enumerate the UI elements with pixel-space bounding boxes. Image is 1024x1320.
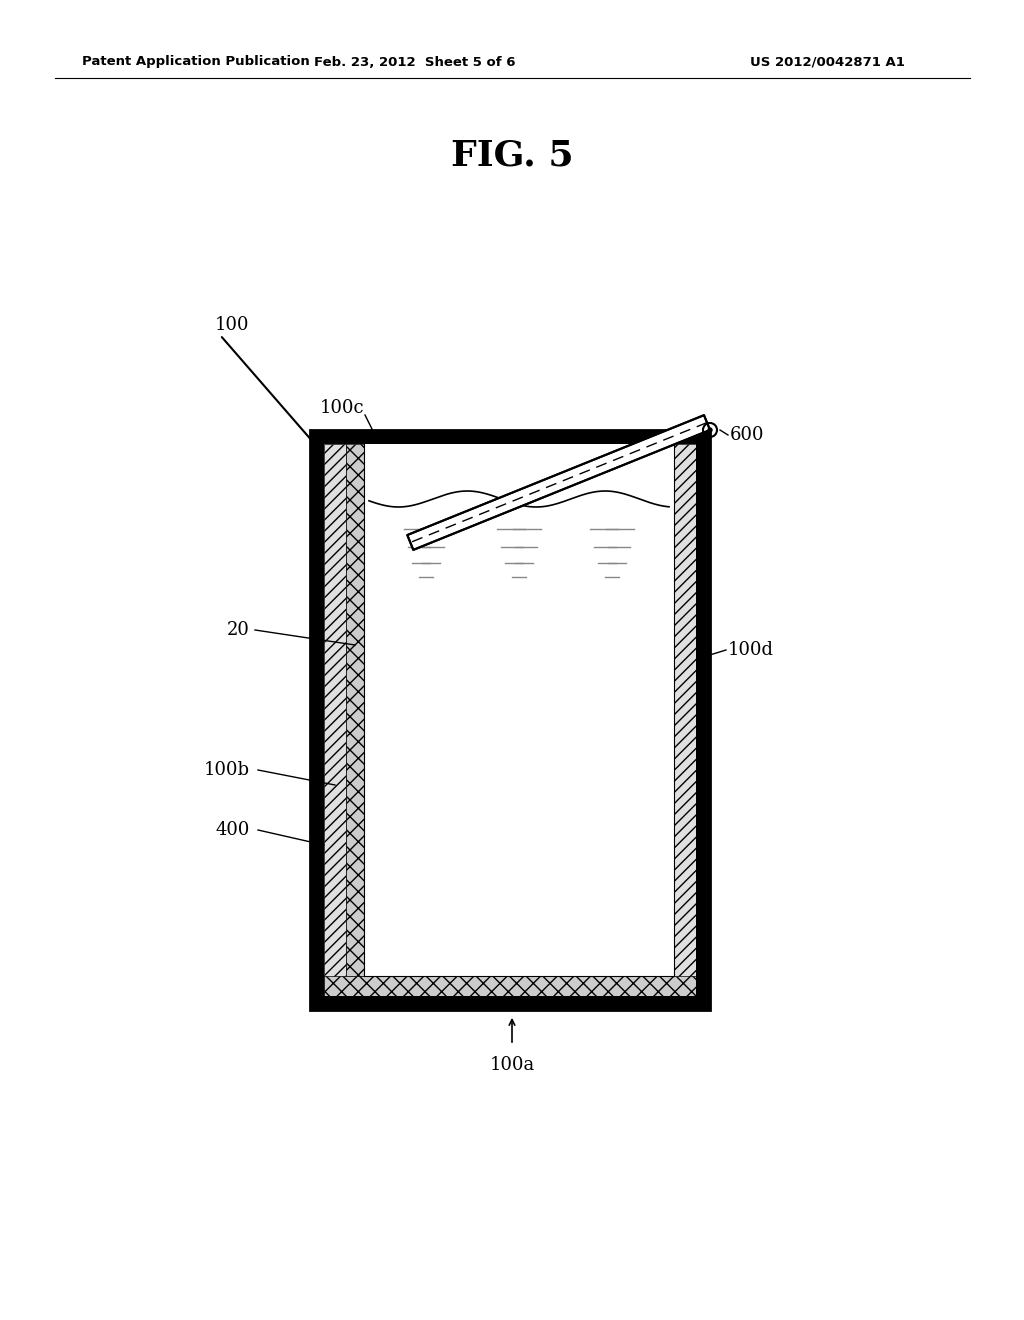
Polygon shape: [408, 416, 710, 550]
Text: 100c: 100c: [319, 399, 365, 417]
Text: 100: 100: [215, 315, 250, 334]
Bar: [364, 444, 674, 975]
Text: Patent Application Publication: Patent Application Publication: [82, 55, 309, 69]
Text: FIG. 5: FIG. 5: [451, 139, 573, 172]
Bar: [310, 430, 710, 1010]
Text: 100b: 100b: [204, 762, 250, 779]
Text: 100a: 100a: [489, 1056, 535, 1074]
Text: Feb. 23, 2012  Sheet 5 of 6: Feb. 23, 2012 Sheet 5 of 6: [314, 55, 516, 69]
Bar: [324, 975, 696, 997]
Bar: [310, 430, 710, 444]
Text: 20: 20: [227, 620, 250, 639]
Circle shape: [708, 428, 712, 432]
Text: 100d: 100d: [728, 642, 774, 659]
Bar: [674, 444, 696, 997]
Text: US 2012/0042871 A1: US 2012/0042871 A1: [750, 55, 905, 69]
Bar: [310, 997, 710, 1010]
Text: 600: 600: [730, 426, 765, 444]
Text: 400: 400: [216, 821, 250, 840]
Bar: [696, 430, 710, 1010]
Bar: [324, 444, 346, 997]
Bar: [346, 444, 364, 975]
Bar: [310, 430, 324, 1010]
